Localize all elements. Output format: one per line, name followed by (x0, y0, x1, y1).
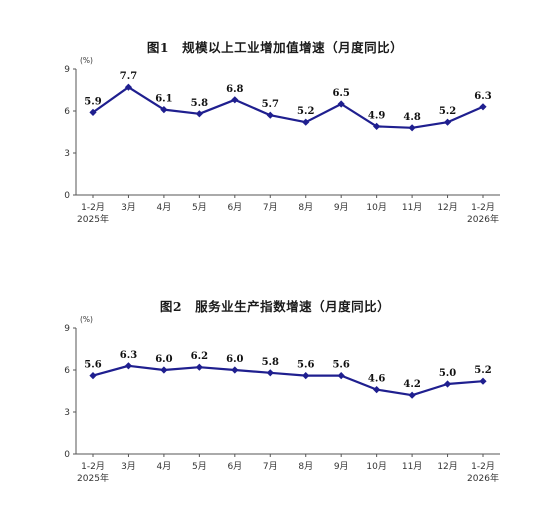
x-tick-label: 1-2月 (81, 461, 105, 472)
data-point-marker (373, 122, 381, 130)
chart-title: 图1 规模以上工业增加值增速（月度同比） (146, 40, 404, 55)
data-label: 5.8 (262, 357, 279, 368)
y-tick-label: 9 (64, 65, 70, 75)
y-axis-unit-label: (%) (80, 56, 93, 65)
data-label: 4.8 (403, 112, 420, 123)
data-point-marker (89, 108, 97, 116)
data-point-marker (231, 366, 239, 374)
x-tick-sublabel: 2025年 (77, 472, 109, 484)
data-label: 5.6 (297, 360, 314, 371)
chart-title: 图2 服务业生产指数增速（月度同比） (159, 299, 391, 314)
data-label: 4.6 (368, 374, 385, 385)
y-axis-unit-label: (%) (80, 315, 93, 324)
x-tick-label: 9月 (334, 202, 349, 213)
data-point-marker (266, 111, 274, 119)
data-point-marker (266, 369, 274, 377)
x-tick-label: 8月 (298, 202, 313, 213)
data-point-marker (408, 124, 416, 132)
data-label: 6.3 (474, 91, 491, 102)
x-tick-label: 11月 (402, 202, 422, 213)
x-tick-label: 6月 (227, 202, 242, 213)
data-point-marker (124, 83, 133, 91)
y-tick-label: 3 (64, 408, 70, 418)
data-point-marker (195, 110, 203, 118)
data-label: 5.8 (191, 98, 208, 109)
data-label: 5.9 (84, 96, 101, 107)
x-tick-label: 4月 (157, 202, 172, 213)
data-point-marker (337, 372, 345, 380)
data-point-marker (160, 366, 168, 374)
data-label: 5.6 (332, 360, 349, 371)
y-tick-label: 3 (64, 149, 70, 159)
data-point-marker (124, 362, 133, 370)
x-tick-label: 9月 (334, 461, 349, 472)
x-tick-label: 8月 (298, 461, 313, 472)
data-label: 6.5 (332, 88, 349, 99)
data-point-marker (160, 106, 168, 114)
x-tick-label: 4月 (157, 461, 172, 472)
y-tick-label: 9 (64, 324, 70, 334)
x-tick-label: 11月 (402, 461, 422, 472)
series-line (92, 364, 484, 397)
x-tick-label: 10月 (366, 461, 386, 472)
chart-industrial-value-added: 图1 规模以上工业增加值增速（月度同比） (%) 0 3 6 9 1-2月 2025年 3月 4… (64, 40, 500, 225)
x-tick-sublabel: 2025年 (77, 213, 109, 225)
y-tick-label: 6 (64, 107, 70, 117)
y-tick-label: 6 (64, 366, 70, 376)
data-point-marker (479, 377, 487, 385)
data-point-marker (195, 363, 203, 371)
x-tick-label: 1-2月 (471, 202, 495, 213)
series-line (92, 86, 484, 129)
data-label: 5.0 (439, 368, 456, 379)
data-point-marker (479, 103, 487, 111)
x-tick-label: 1-2月 (81, 202, 105, 213)
data-point-marker (337, 100, 345, 108)
data-label: 6.0 (226, 354, 243, 365)
data-label: 5.2 (474, 365, 491, 376)
data-point-marker (302, 118, 310, 126)
y-tick-label: 0 (64, 450, 70, 460)
data-label: 6.3 (120, 350, 137, 361)
x-tick-label: 1-2月 (471, 461, 495, 472)
data-label: 6.2 (191, 351, 208, 362)
data-point-marker (89, 372, 97, 380)
x-tick-label: 3月 (121, 461, 136, 472)
x-tick-label: 5月 (192, 461, 207, 472)
data-point-marker (373, 386, 381, 394)
x-tick-label: 12月 (437, 202, 457, 213)
x-tick-label: 6月 (227, 461, 242, 472)
data-label: 5.2 (297, 106, 314, 117)
data-point-marker (443, 118, 452, 126)
data-label: 5.6 (84, 360, 101, 371)
data-label: 6.8 (226, 84, 243, 95)
x-tick-label: 5月 (192, 202, 207, 213)
x-tick-label: 7月 (263, 202, 278, 213)
data-point-marker (302, 372, 310, 380)
data-label: 7.7 (120, 71, 137, 82)
data-point-marker (443, 380, 452, 388)
x-tick-label: 12月 (437, 461, 457, 472)
data-label: 6.1 (155, 94, 172, 105)
x-tick-sublabel: 2026年 (467, 472, 499, 484)
chart-services-production-index: 图2 服务业生产指数增速（月度同比） (%) 0 3 6 9 1-2月 2025年 3月 4月 5… (0, 261, 550, 522)
data-label: 6.0 (155, 354, 172, 365)
data-label: 4.9 (368, 110, 385, 121)
data-point-marker (231, 96, 239, 104)
x-tick-label: 7月 (263, 461, 278, 472)
x-tick-label: 3月 (121, 202, 136, 213)
data-label: 4.2 (403, 379, 420, 390)
y-tick-label: 0 (64, 191, 70, 201)
data-label: 5.2 (439, 106, 456, 117)
data-label: 5.7 (262, 99, 279, 110)
data-point-marker (408, 391, 416, 399)
x-tick-sublabel: 2026年 (467, 213, 499, 225)
x-tick-label: 10月 (366, 202, 386, 213)
